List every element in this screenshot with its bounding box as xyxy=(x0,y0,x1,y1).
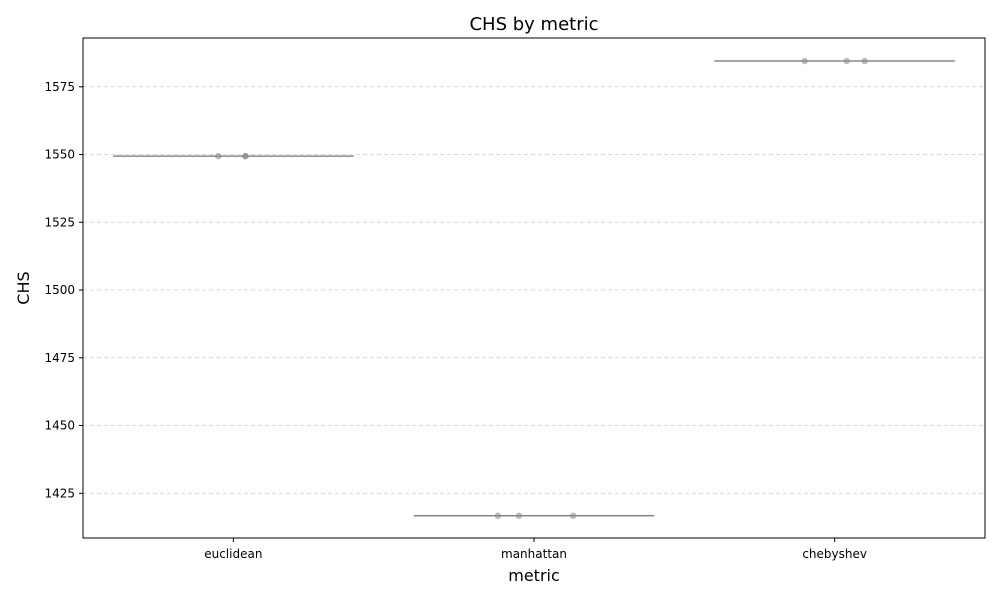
y-tick-label: 1425 xyxy=(44,486,75,500)
data-point-manhattan xyxy=(515,512,523,520)
point-layer xyxy=(215,57,868,520)
y-tick-label: 1575 xyxy=(44,80,75,94)
y-tick-label: 1450 xyxy=(44,419,75,433)
plot-frame xyxy=(82,37,986,539)
x-axis-label: metric xyxy=(508,566,560,585)
data-point-chebyshev xyxy=(801,57,808,65)
y-tick-label: 1475 xyxy=(44,351,75,365)
y-tick-label: 1550 xyxy=(44,148,75,162)
gridlines xyxy=(83,86,985,494)
data-point-chebyshev xyxy=(861,57,868,65)
y-tick-label: 1525 xyxy=(44,215,75,229)
y-tick-label: 1500 xyxy=(44,283,75,297)
x-tick-label-chebyshev: chebyshev xyxy=(802,547,867,561)
x-tick-label-euclidean: euclidean xyxy=(204,547,262,561)
box-layer xyxy=(113,60,955,517)
y-axis-label: CHS xyxy=(14,271,33,304)
data-point-euclidean xyxy=(242,152,249,160)
x-tick-label-manhattan: manhattan xyxy=(501,547,567,561)
y-axis-ticks: 1425 1450 1475 1500 1525 1550 1575 xyxy=(44,80,83,500)
x-axis-ticks: euclidean manhattan chebyshev xyxy=(204,538,867,561)
chart-title: CHS by metric xyxy=(469,14,598,35)
data-point-manhattan xyxy=(569,512,577,520)
data-point-euclidean xyxy=(215,152,222,160)
data-point-chebyshev xyxy=(843,57,850,65)
data-point-manhattan xyxy=(494,512,502,520)
